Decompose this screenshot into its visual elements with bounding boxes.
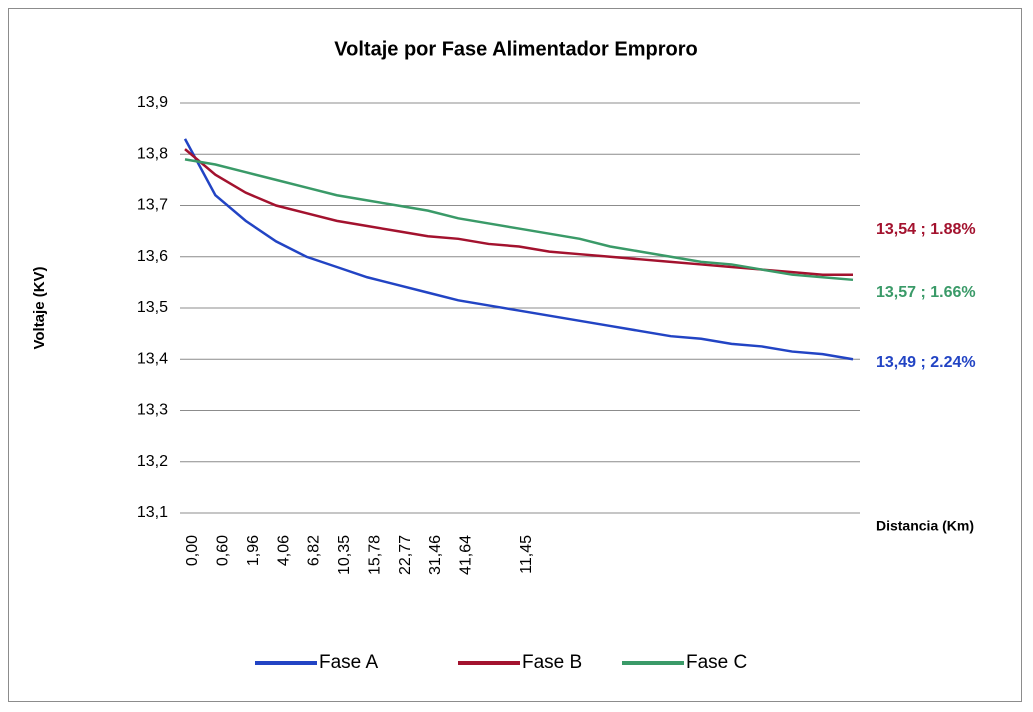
legend-label: Fase A [319,652,378,673]
x-tick-label: 10,35 [336,535,353,575]
y-tick-label: 13,5 [137,299,168,316]
series-line [184,158,854,282]
annotation: 13,54 ; 1.88% [876,221,976,238]
legend-label: Fase C [686,652,747,673]
chart-title: Voltaje por Fase Alimentador Emproro [334,38,697,60]
x-tick-label: 6,82 [306,535,323,566]
y-tick-label: 13,3 [137,402,168,419]
x-tick-label: 11,45 [518,535,535,574]
x-tick-label: 1,96 [245,535,262,566]
x-tick-label: 0,60 [215,535,232,566]
x-tick-label: 22,77 [397,535,414,575]
y-tick-label: 13,8 [137,145,168,162]
chart-border [8,8,1022,702]
y-tick-label: 13,7 [137,197,168,214]
series-line [183,138,854,361]
y-axis-label: Voltaje (KV) [31,266,48,349]
y-tick-label: 13,2 [137,453,168,470]
x-tick-label: 15,78 [366,535,383,575]
series-line [184,148,853,276]
annotation: 13,57 ; 1.66% [876,284,976,301]
x-axis-label: Distancia (Km) [876,518,974,534]
x-tick-label: 41,64 [457,535,474,575]
y-tick-label: 13,6 [137,248,168,265]
x-tick-label: 4,06 [275,535,292,566]
x-tick-label: 0,00 [184,535,201,566]
y-tick-label: 13,9 [137,94,168,111]
annotation: 13,49 ; 2.24% [876,354,976,371]
y-tick-label: 13,4 [137,350,168,367]
x-tick-label: 31,46 [427,535,444,575]
legend-label: Fase B [522,652,582,673]
y-tick-label: 13,1 [137,504,168,521]
